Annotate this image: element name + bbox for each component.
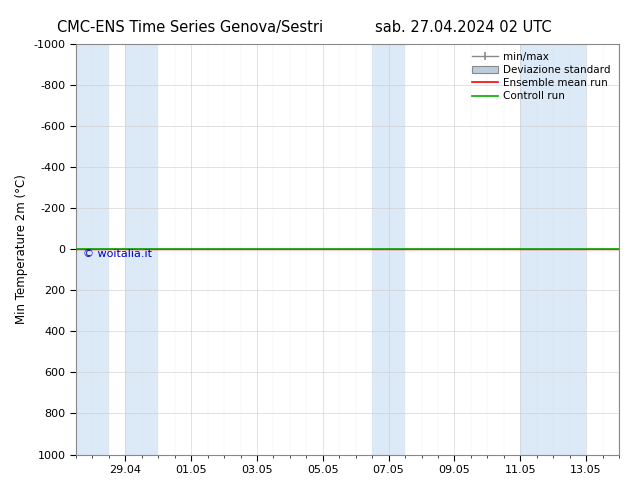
Bar xyxy=(76,44,109,455)
Text: sab. 27.04.2024 02 UTC: sab. 27.04.2024 02 UTC xyxy=(375,20,551,35)
Legend: min/max, Deviazione standard, Ensemble mean run, Controll run: min/max, Deviazione standard, Ensemble m… xyxy=(469,49,614,104)
Bar xyxy=(372,44,405,455)
Bar xyxy=(521,44,586,455)
Text: © woitalia.it: © woitalia.it xyxy=(82,249,152,259)
Text: CMC-ENS Time Series Genova/Sestri: CMC-ENS Time Series Genova/Sestri xyxy=(57,20,323,35)
Y-axis label: Min Temperature 2m (°C): Min Temperature 2m (°C) xyxy=(15,174,28,324)
Bar xyxy=(126,44,158,455)
